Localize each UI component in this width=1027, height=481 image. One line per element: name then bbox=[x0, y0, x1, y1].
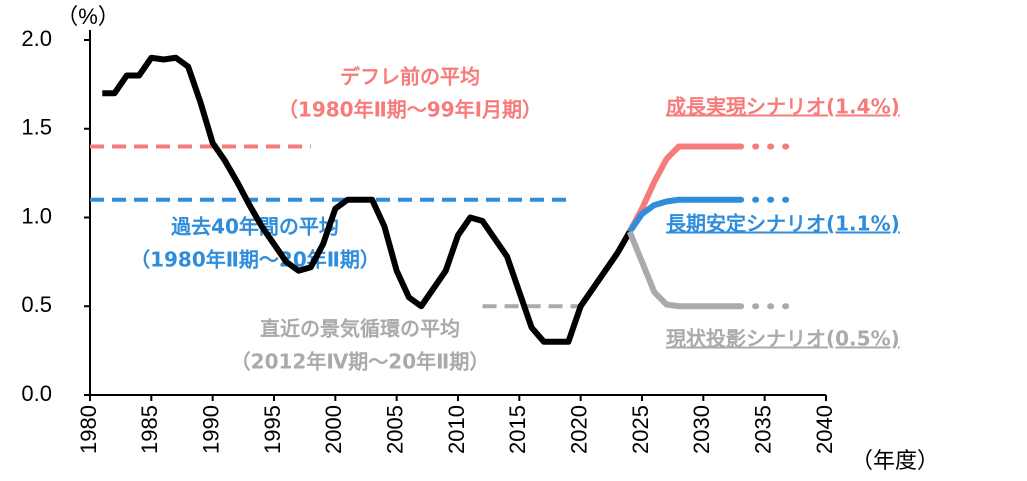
x-unit: （年度） bbox=[851, 448, 939, 473]
x-tick-label: 2035 bbox=[750, 405, 775, 454]
reference-label: デフレ前の平均 bbox=[340, 65, 480, 89]
line bbox=[102, 54, 633, 345]
line bbox=[626, 230, 741, 310]
y-tick-label: 0.0 bbox=[21, 381, 52, 406]
y-tick-label: 0.5 bbox=[21, 292, 52, 317]
x-tick-label: 2015 bbox=[505, 405, 530, 454]
reference-label: （1980年Ⅱ期～20年Ⅱ期） bbox=[130, 248, 380, 272]
legend-label: 成長実現シナリオ(1.4%) bbox=[666, 95, 900, 119]
x-tick-label: 1980 bbox=[76, 405, 101, 454]
y-unit: （%） bbox=[56, 4, 120, 29]
legend-label: 長期安定シナリオ(1.1%) bbox=[666, 212, 900, 236]
reference-label: 直近の景気循環の平均 bbox=[260, 317, 460, 341]
reference-label: （2012年Ⅳ期～20年Ⅱ期） bbox=[231, 350, 490, 374]
x-tick-label: 2005 bbox=[382, 405, 407, 454]
x-tick-label: 2000 bbox=[321, 405, 346, 454]
line bbox=[627, 196, 741, 234]
reference-label: （1980年Ⅱ期～99年Ⅰ月期） bbox=[278, 98, 542, 122]
x-tick-label: 2040 bbox=[812, 405, 837, 454]
line bbox=[627, 143, 741, 234]
x-tick-label: 2025 bbox=[628, 405, 653, 454]
x-tick-label: 1985 bbox=[137, 405, 162, 454]
x-tick-label: 2010 bbox=[444, 405, 469, 454]
x-tick-label: 1995 bbox=[260, 405, 285, 454]
x-tick-label: 1990 bbox=[198, 405, 223, 454]
y-tick-label: 1.0 bbox=[21, 203, 52, 228]
y-tick-label: 2.0 bbox=[21, 26, 52, 51]
y-tick-label: 1.5 bbox=[21, 115, 52, 140]
x-tick-label: 2020 bbox=[566, 405, 591, 454]
legend-label: 現状投影シナリオ(0.5%) bbox=[666, 327, 900, 351]
x-tick-label: 2030 bbox=[689, 405, 714, 454]
